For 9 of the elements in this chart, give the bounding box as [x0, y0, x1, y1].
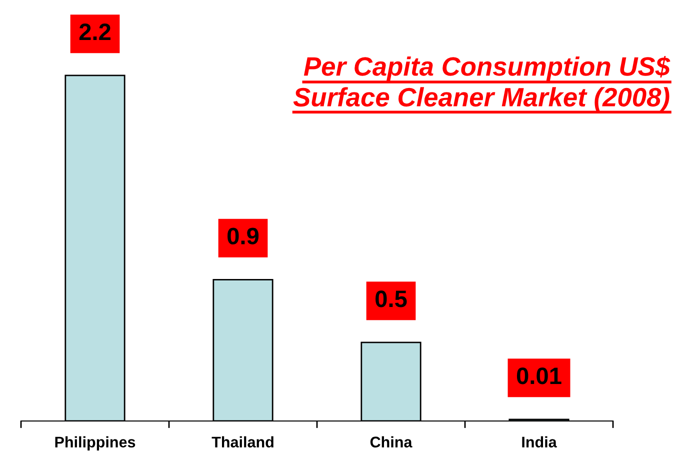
- data-label: 0.5: [376, 290, 407, 308]
- data-label: 2.2: [79, 24, 110, 40]
- data-label: 0.01: [516, 367, 562, 384]
- x-tick-label: Thailand: [212, 436, 274, 448]
- x-tick-label: India: [522, 436, 557, 448]
- x-tick-label: China: [370, 436, 412, 448]
- chart-title: Per Capita Consumption US$ Surface Cleaner Market (2008): [293, 56, 670, 112]
- x-tick-label: Philippines: [55, 436, 136, 451]
- data-label: 0.9: [228, 228, 259, 244]
